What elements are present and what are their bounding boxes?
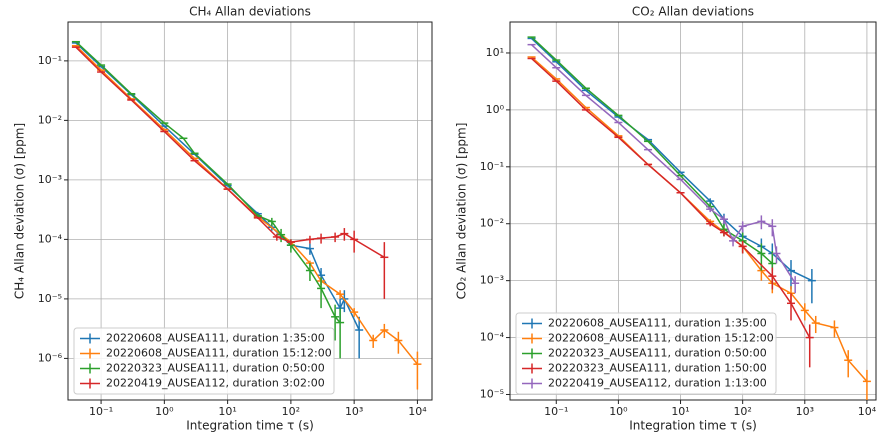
series-line	[75, 42, 360, 331]
y-tick-label: 10⁻¹	[480, 160, 504, 173]
y-tick-label: 10⁻⁴	[480, 331, 505, 344]
legend-label: 20220323_AUSEA111, duration 0:50:00	[548, 347, 767, 360]
x-tick-label: 10³	[796, 405, 814, 418]
y-axis-label: CH₄ Allan deviation (σ) [ppm]	[13, 123, 27, 299]
series-line	[530, 44, 796, 284]
series-line	[75, 46, 385, 258]
x-tick-label: 10³	[345, 405, 363, 418]
y-tick-label: 10⁻³	[480, 274, 504, 287]
plot: 10⁻¹ 10⁰ 10¹ 10² 10³ 10⁴ 10⁻⁵ 10⁻⁴ 10⁻³ 10⁻² 10⁻¹ 1…	[455, 5, 877, 433]
x-axis-label: Integration time τ (s)	[186, 419, 314, 433]
y-tick-label: 10¹	[486, 46, 504, 59]
plot-frame	[67, 21, 433, 401]
legend: 20220608_AUSEA111, duration 1:35:00 20220…	[73, 327, 335, 395]
legend: 20220608_AUSEA111, duration 1:35:00 20220…	[515, 312, 777, 395]
y-tick-label: 10⁻²	[38, 113, 62, 126]
legend-label: 20220323_AUSEA111, duration 0:50:00	[106, 362, 325, 375]
chart-title: CH₄ Allan deviations	[189, 5, 311, 19]
x-tick-label: 10⁴	[408, 405, 427, 418]
x-tick-label: 10⁴	[858, 405, 877, 418]
y-tick-label: 10⁻⁶	[38, 351, 63, 364]
series-line	[531, 56, 868, 382]
series-line	[530, 37, 813, 282]
series-line	[75, 45, 418, 365]
y-tick-label: 10⁰	[486, 103, 505, 116]
legend-label: 20220608_AUSEA111, duration 1:35:00	[106, 332, 325, 345]
series-line	[530, 57, 811, 338]
legend-label: 20220608_AUSEA111, duration 15:12:00	[548, 332, 774, 345]
data-area	[71, 40, 422, 390]
x-tick-label: 10⁻¹	[544, 405, 568, 418]
legend-label: 20220419_AUSEA112, duration 1:13:00	[548, 377, 767, 390]
x-tick-label: 10⁰	[609, 405, 628, 418]
y-tick-label: 10⁻¹	[38, 54, 62, 67]
x-tick-label: 10²	[282, 405, 300, 418]
legend-box	[515, 312, 777, 395]
chart-title: CO₂ Allan deviations	[632, 5, 754, 19]
y-tick-label: 10⁻⁴	[38, 232, 63, 245]
legend-label: 20220608_AUSEA111, duration 1:35:00	[548, 317, 767, 330]
data-area	[527, 36, 871, 400]
y-tick-label: 10⁻²	[480, 217, 504, 230]
x-axis-label: Integration time τ (s)	[629, 419, 757, 433]
x-tick-label: 10⁻¹	[89, 405, 113, 418]
y-tick-label: 10⁻⁵	[38, 292, 62, 305]
x-tick-label: 10²	[733, 405, 751, 418]
y-axis-label: CO₂ Allan deviation (σ) [ppm]	[455, 123, 469, 300]
legend-label: 20220323_AUSEA111, duration 1:50:00	[548, 362, 767, 375]
plot-frame	[509, 21, 877, 401]
x-tick-label: 10⁰	[155, 405, 174, 418]
legend-label: 20220608_AUSEA111, duration 15:12:00	[106, 347, 332, 360]
legend-label: 20220419_AUSEA112, duration 3:02:00	[106, 377, 325, 390]
legend-box	[73, 327, 335, 395]
y-tick-label: 10⁻⁵	[480, 387, 504, 400]
x-tick-label: 10¹	[218, 405, 236, 418]
plot: 10⁻¹ 10⁰ 10¹ 10² 10³ 10⁴ 10⁻⁶ 10⁻⁵ 10⁻⁴ 10⁻³ 10⁻² 1…	[13, 5, 433, 433]
y-tick-label: 10⁻³	[38, 173, 62, 186]
x-tick-label: 10¹	[671, 405, 689, 418]
